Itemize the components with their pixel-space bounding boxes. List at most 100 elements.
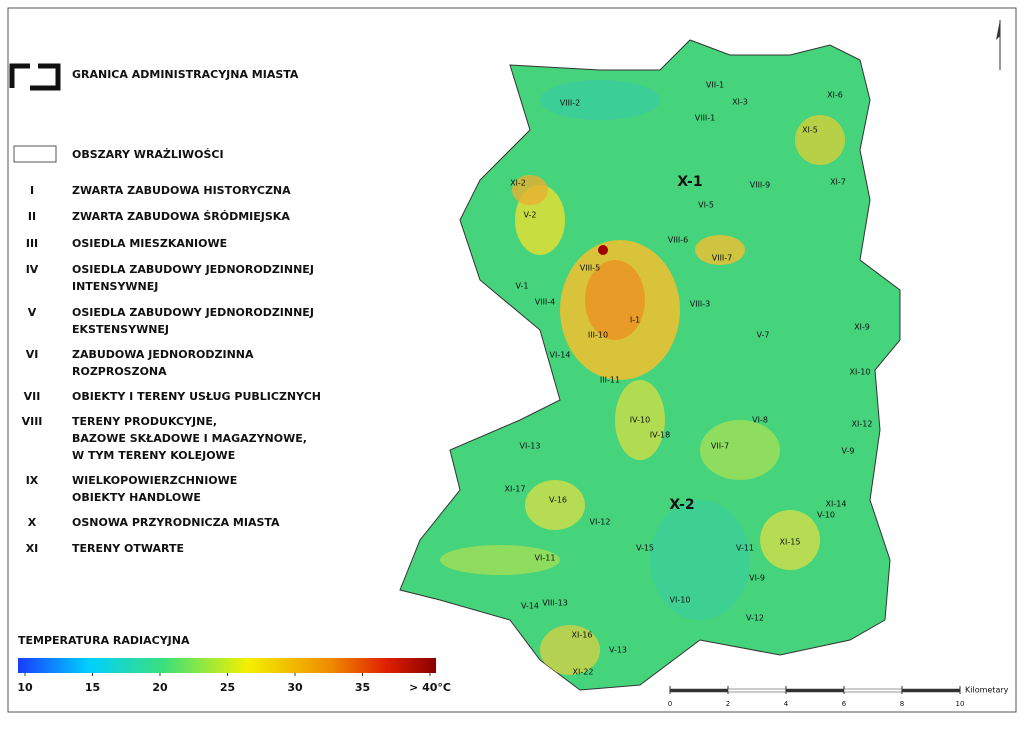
area-label: IV-18 (650, 431, 670, 440)
legend-code: VI (26, 348, 39, 361)
area-label: V-14 (521, 602, 539, 611)
area-label: V-7 (757, 331, 770, 340)
legend-code: VIII (22, 415, 43, 428)
scale-label: 10 (956, 700, 965, 708)
legend-code: II (28, 210, 36, 223)
area-label: XI-14 (826, 500, 847, 509)
legend-text: OSIEDLA ZABUDOWY JEDNORODZINNEJ (72, 306, 314, 319)
scale-unit: Kilometary (965, 686, 1009, 695)
area-label: XI-7 (830, 178, 846, 187)
temperature-tick-label: 25 (220, 681, 235, 694)
scale-label: 0 (668, 700, 672, 708)
area-label: XI-9 (854, 323, 870, 332)
area-label: V-15 (636, 544, 654, 553)
area-label: V-11 (736, 544, 754, 553)
area-label: VII-1 (706, 81, 724, 90)
temperature-tick-label: > 40°C (409, 681, 451, 694)
scale-segment (669, 688, 729, 693)
north-arrow (996, 20, 1001, 70)
legend-code: VII (24, 390, 41, 403)
color-bar (18, 658, 436, 673)
area-label: VIII-3 (690, 300, 711, 309)
area-label: X-1 (677, 174, 702, 190)
area-label: V-2 (524, 211, 537, 220)
legend-text: W TYM TERENY KOLEJOWE (72, 449, 235, 462)
area-label: III-10 (588, 331, 608, 340)
legend-text: EKSTENSYWNEJ (72, 323, 169, 336)
area-label: VIII-13 (542, 599, 568, 608)
area-label: I-1 (630, 316, 640, 325)
temperature-tick-label: 30 (287, 681, 303, 694)
scale-label: 8 (900, 700, 904, 708)
legend-code: IX (26, 474, 39, 487)
area-label: XI-15 (780, 538, 801, 547)
area-label: VI-9 (749, 574, 765, 583)
areas-symbol (13, 145, 57, 163)
area-label: V-16 (549, 496, 567, 505)
area-label: V-13 (609, 646, 627, 655)
area-label: XI-17 (505, 485, 526, 494)
boundary-symbol (9, 63, 61, 91)
area-label: V-1 (516, 282, 529, 291)
legend-boundary: GRANICA ADMINISTRACYJNA MIASTA (72, 68, 299, 81)
frame (7, 7, 1017, 713)
scale-segment (785, 688, 845, 693)
area-label: VI-5 (698, 201, 714, 210)
scale-label: 6 (842, 700, 847, 708)
temperature-tick-label: 10 (17, 681, 33, 694)
area-label: X-2 (669, 497, 694, 513)
legend-code: I (30, 184, 34, 197)
legend-code: X (28, 516, 37, 529)
legend-text: OSNOWA PRZYRODNICZA MIASTA (72, 516, 280, 529)
temperature-tick-label: 15 (85, 681, 100, 694)
area-label: V-9 (842, 447, 855, 456)
legend-code: IV (26, 263, 39, 276)
area-label: XI-2 (510, 179, 526, 188)
area-label: XI-12 (852, 420, 873, 429)
area-label: XI-3 (732, 98, 748, 107)
area-label: VI-8 (752, 416, 768, 425)
legend-text: OBIEKTY I TERENY USŁUG PUBLICZNYCH (72, 390, 321, 403)
area-label: III-11 (600, 376, 620, 385)
legend-areas: OBSZARY WRAŻLIWOŚCI (72, 147, 224, 161)
map (399, 39, 901, 691)
legend-text: INTENSYWNEJ (72, 280, 158, 293)
legend-text: ROZPROSZONA (72, 365, 167, 378)
scale-segment (901, 688, 961, 693)
scale-segment (727, 688, 787, 693)
area-label: XI-16 (572, 631, 593, 640)
area-label: VI-11 (535, 554, 556, 563)
heat-patches (440, 80, 845, 675)
area-label: V-10 (817, 511, 835, 520)
area-label: IV-10 (630, 416, 650, 425)
legend-text: BAZOWE SKŁADOWE I MAGAZYNOWE, (72, 432, 307, 445)
legend-code: XI (26, 542, 39, 555)
scale-segment (843, 688, 903, 693)
area-label: VI-10 (670, 596, 691, 605)
temperature-title: TEMPERATURA RADIACYJNA (18, 634, 190, 647)
area-label: VI-12 (590, 518, 611, 527)
area-label: VI-13 (520, 442, 541, 451)
legend-text: TERENY PRODUKCYJNE, (72, 415, 217, 428)
area-label: V-12 (746, 614, 764, 623)
area-label: VIII-9 (750, 181, 771, 190)
area-label: VIII-7 (712, 254, 733, 263)
area-label: XI-6 (827, 91, 843, 100)
legend-text: OSIEDLA ZABUDOWY JEDNORODZINNEJ (72, 263, 314, 276)
legend-text: TERENY OTWARTE (72, 542, 184, 555)
scale-label: 4 (784, 700, 789, 708)
area-label: VI-14 (550, 351, 571, 360)
legend-text: OBIEKTY HANDLOWE (72, 491, 201, 504)
area-label: VIII-2 (560, 99, 581, 108)
legend-text: OSIEDLA MIESZKANIOWE (72, 237, 227, 250)
area-label: VIII-5 (580, 264, 601, 273)
legend-text: WIELKOPOWIERZCHNIOWE (72, 474, 237, 487)
legend-text: ZWARTA ZABUDOWA HISTORYCZNA (72, 184, 291, 197)
area-label: VII-7 (711, 442, 729, 451)
legend-code: III (26, 237, 38, 250)
scale-label: 2 (726, 700, 730, 708)
area-label: XI-22 (573, 668, 594, 677)
area-label: VIII-1 (695, 114, 716, 123)
